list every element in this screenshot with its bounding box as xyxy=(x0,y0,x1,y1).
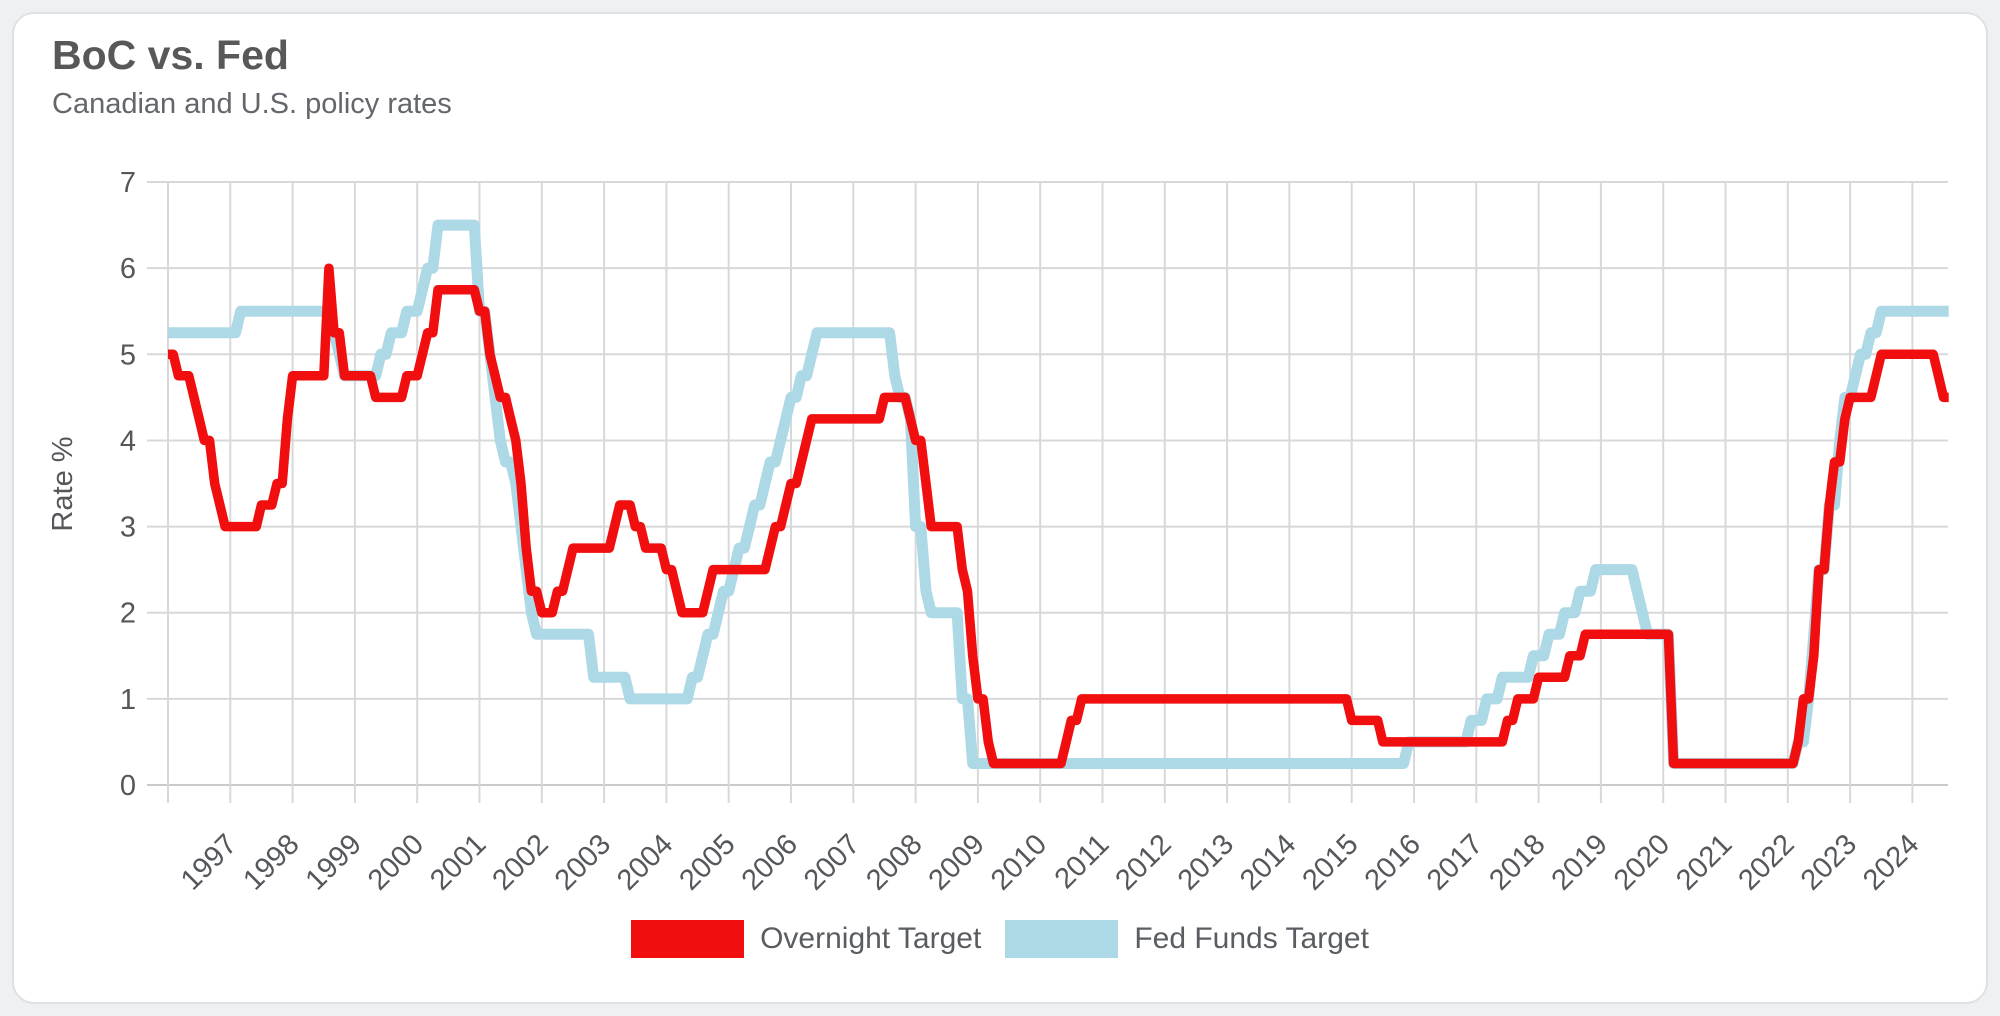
legend-item-overnight-target: Overnight Target xyxy=(631,920,981,958)
x-tick-label: 2016 xyxy=(1359,828,1427,896)
x-tick-label: 2024 xyxy=(1857,828,1925,896)
x-tick-label: 2005 xyxy=(673,828,741,896)
chart-title: BoC vs. Fed xyxy=(52,32,289,78)
x-tick-label: 2023 xyxy=(1795,828,1863,896)
chart-card xyxy=(12,12,1988,1004)
x-tick-label: 2006 xyxy=(736,828,804,896)
x-tick-label: 2012 xyxy=(1110,828,1178,896)
x-tick-label: 2007 xyxy=(798,828,866,896)
chart-subtitle: Canadian and U.S. policy rates xyxy=(52,88,452,120)
x-tick-label: 2001 xyxy=(424,828,492,896)
x-tick-label: 2020 xyxy=(1608,828,1676,896)
x-tick-label: 2013 xyxy=(1172,828,1240,896)
fed-funds-target-label: Fed Funds Target xyxy=(1134,922,1369,955)
overnight-target-line xyxy=(168,263,1949,769)
y-tick-label: 3 xyxy=(120,512,136,544)
x-tick-label: 2015 xyxy=(1296,828,1364,896)
x-tick-label: 1997 xyxy=(175,828,243,896)
y-tick-label: 7 xyxy=(120,167,136,199)
y-tick-label: 4 xyxy=(120,425,136,457)
x-tick-label: 2018 xyxy=(1483,828,1551,896)
y-tick-label: 5 xyxy=(120,339,136,371)
x-tick-label: 2000 xyxy=(362,828,430,896)
y-tick-label: 2 xyxy=(120,598,136,630)
x-tick-label: 2022 xyxy=(1733,828,1801,896)
x-tick-label: 2014 xyxy=(1234,828,1302,896)
x-tick-label: 2019 xyxy=(1546,828,1614,896)
y-axis-label: Rate % xyxy=(47,436,79,531)
x-tick-label: 2008 xyxy=(860,828,928,896)
x-tick-label: 2017 xyxy=(1421,828,1489,896)
overnight-target-swatch xyxy=(631,920,745,958)
y-tick-label: 0 xyxy=(120,770,136,802)
x-tick-label: 1999 xyxy=(300,828,368,896)
x-tick-label: 2011 xyxy=(1049,828,1116,895)
x-tick-label: 2021 xyxy=(1670,828,1738,896)
fed-funds-target-swatch xyxy=(1005,920,1119,958)
x-tick-label: 2003 xyxy=(549,828,617,896)
overnight-target-label: Overnight Target xyxy=(760,922,982,955)
x-tick-label: 2002 xyxy=(487,828,555,896)
x-tick-label: 2010 xyxy=(985,828,1053,896)
y-tick-label: 1 xyxy=(120,684,136,716)
x-tick-label: 2004 xyxy=(611,828,679,896)
y-tick-label: 6 xyxy=(120,253,136,285)
x-tick-label: 2009 xyxy=(923,828,991,896)
legend-item-fed-funds-target: Fed Funds Target xyxy=(1005,920,1369,958)
x-tick-label: 1998 xyxy=(237,828,305,896)
chart-legend: Overnight Target Fed Funds Target xyxy=(0,920,2000,958)
